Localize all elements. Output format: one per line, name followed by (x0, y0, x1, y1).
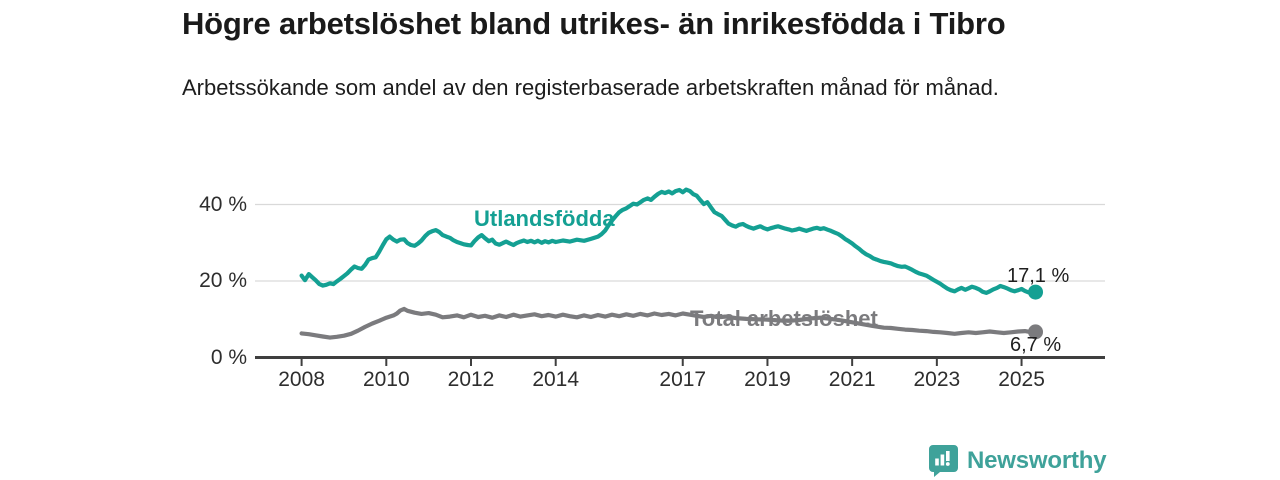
series-line-1 (299, 306, 1038, 340)
bar-chart-speech-bubble-icon (929, 445, 958, 477)
series-label-utlandsfodda: Utlandsfödda (474, 206, 615, 231)
newsworthy-logo: Newsworthy (929, 445, 1107, 477)
x-tick-label: 2017 (659, 368, 707, 391)
y-tick-label: 40 % (199, 192, 247, 216)
x-tick-label: 2019 (744, 368, 791, 391)
page-title: Högre arbetslöshet bland utrikes- än inr… (182, 6, 1006, 41)
x-tick-label: 2025 (998, 368, 1045, 391)
y-tick-label: 20 % (199, 269, 247, 292)
x-tick-label: 2023 (913, 368, 961, 391)
series-end-dot-0 (1028, 284, 1044, 300)
x-tick-label: 2008 (278, 368, 325, 391)
series-label-total-arbetsloshet: Total arbetslöshet (690, 306, 878, 331)
y-tick-label: 0 % (210, 345, 247, 369)
x-tick-label: 2012 (447, 368, 495, 391)
x-tick-label: 2014 (532, 368, 580, 391)
x-tick-label: 2010 (362, 368, 410, 391)
series-line-0 (299, 187, 1038, 296)
x-tick-label: 2021 (828, 368, 876, 391)
end-value-label-total-arbetsloshet: 6,7 % (1010, 334, 1062, 356)
series-end-dot-1 (1028, 324, 1044, 340)
end-value-label-utlandsfodda: 17,1 % (1007, 265, 1070, 287)
newsworthy-logo-text: Newsworthy (967, 447, 1107, 474)
page-subtitle: Arbetssökande som andel av den registerb… (182, 75, 999, 100)
